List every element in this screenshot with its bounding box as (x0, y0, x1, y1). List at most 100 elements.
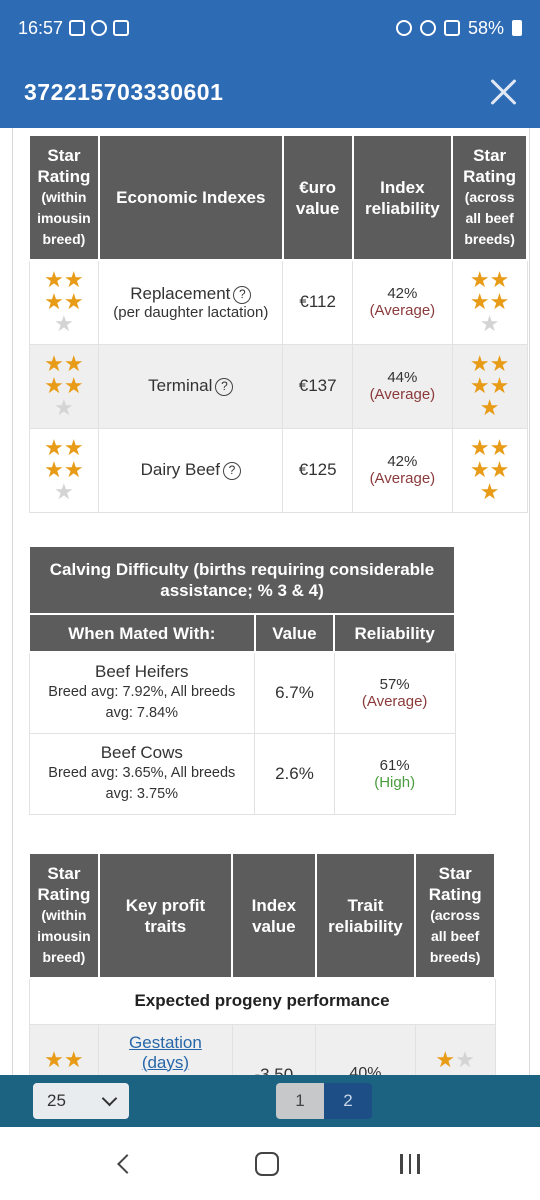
star-icon: ★ (479, 394, 500, 420)
pagination-bar: 25 1 2 (0, 1075, 540, 1127)
index-name-cell: Dairy Beef? (98, 427, 284, 513)
star-icon: ★ (469, 456, 490, 482)
star-icon: ★ (44, 456, 64, 482)
calving-value: 6.7% (254, 651, 335, 734)
help-icon[interactable]: ? (233, 285, 252, 304)
index-subtitle: (per daughter lactation) (113, 303, 269, 321)
star-icon: ★ (44, 288, 64, 314)
table-row: ★★ ★★ ★ Dairy Beef? €125 42% (Average) ★★ ★… (28, 427, 528, 513)
star-rating-across: ★★ ★★ ★ (451, 259, 528, 345)
calving-difficulty-table: Calving Difficulty (births requiring con… (28, 545, 456, 815)
signal-icon (443, 20, 460, 36)
star-rating-within: ★★ (28, 1023, 100, 1078)
star-rating-within: ★★ ★★ ★ (28, 259, 100, 345)
table-row: ★★ Gestation (days) -3.50 40% ★★ (28, 1023, 496, 1078)
star-across-header: Star Rating (across all beef breeds) (451, 134, 528, 261)
calving-value: 2.6% (254, 732, 335, 815)
star-icon: ★ (54, 310, 74, 336)
reliability-cell: 44% (Average) (352, 343, 453, 429)
back-icon[interactable] (117, 1153, 138, 1174)
help-icon[interactable]: ? (215, 377, 234, 396)
trait-link-gestation[interactable]: Gestation (129, 1032, 202, 1052)
trait-link-gestation-unit[interactable]: (days) (141, 1052, 190, 1072)
page-title: 372215703330601 (24, 78, 224, 105)
star-icon: ★ (479, 478, 500, 504)
call-icon (419, 20, 436, 36)
star-icon: ★ (469, 266, 490, 292)
clock: 16:57 (18, 17, 64, 38)
star-icon: ★ (63, 350, 84, 376)
star-icon: ★ (44, 1046, 64, 1072)
reliability-cell: 42% (Average) (352, 427, 453, 513)
star-across-header: Star Rating (across all beef breeds) (414, 852, 496, 979)
app-header: 372215703330601 (0, 56, 540, 128)
trait-reliability-header: Trait reliability (314, 852, 417, 979)
star-rating-across: ★★ ★★ ★ (451, 343, 528, 429)
help-icon[interactable]: ? (222, 461, 241, 480)
index-name: Dairy Beef (140, 460, 220, 479)
page-button-2[interactable]: 2 (324, 1083, 372, 1119)
home-icon[interactable] (255, 1151, 280, 1176)
index-name: Replacement (130, 283, 231, 303)
star-icon: ★ (435, 1046, 456, 1072)
index-name-cell: Terminal? (98, 343, 284, 429)
status-bar: 16:57 58% (0, 0, 540, 56)
star-icon: ★ (489, 266, 510, 292)
star-icon: ★ (469, 434, 490, 460)
table-row: Beef Cows Breed avg: 3.65%, All breeds a… (28, 732, 456, 815)
table-row: ★★ ★★ ★ Replacement? (per daughter lactati… (28, 259, 528, 345)
system-nav-bar (0, 1127, 540, 1200)
star-icon: ★ (489, 434, 510, 460)
scroll-content[interactable]: Star Rating (within imousin breed) Econo… (0, 128, 540, 1078)
details-panel: Star Rating (within imousin breed) Econo… (12, 128, 530, 1078)
table-row: ★★ ★★ ★ Terminal? €137 44% (Average) ★★ ★★ ★ (28, 343, 528, 429)
star-icon: ★ (44, 266, 64, 292)
star-rating-within: ★★ ★★ ★ (28, 427, 100, 513)
trait-name-cell: Gestation (days) (98, 1023, 233, 1078)
star-icon: ★ (63, 266, 84, 292)
star-icon: ★ (479, 310, 500, 336)
battery-percent: 58% (467, 17, 504, 38)
page-button-1[interactable]: 1 (276, 1083, 324, 1119)
star-icon: ★ (489, 456, 510, 482)
reliability-cell: 57% (Average) (333, 651, 456, 734)
index-name: Terminal (148, 376, 213, 395)
calving-caption: Calving Difficulty (births requiring con… (28, 545, 456, 615)
wifi-icon (395, 20, 412, 36)
star-icon: ★ (63, 372, 84, 398)
star-icon: ★ (469, 288, 490, 314)
reliability-cell: 42% (Average) (352, 259, 453, 345)
star-icon: ★ (44, 372, 64, 398)
star-within-header: Star Rating (within imousin breed) (28, 134, 100, 261)
close-icon[interactable] (488, 77, 518, 107)
euro-value: €112 (282, 259, 353, 345)
battery-icon (512, 20, 522, 36)
index-name-cell: Replacement? (per daughter lactation) (98, 259, 284, 345)
table-row: Beef Heifers Breed avg: 7.92%, All breed… (28, 651, 456, 734)
reliability-header: Reliability (333, 613, 456, 653)
star-icon: ★ (54, 394, 74, 420)
star-icon: ★ (489, 372, 510, 398)
index-value-header: Index value (231, 852, 317, 979)
mated-with-cell: Beef Cows Breed avg: 3.65%, All breeds a… (28, 732, 256, 815)
mated-with-cell: Beef Heifers Breed avg: 7.92%, All breed… (28, 651, 256, 734)
chevron-down-icon (101, 1090, 118, 1106)
index-reliability-header: Index reliability (351, 134, 454, 261)
economic-indexes-header: Economic Indexes (97, 134, 284, 261)
key-profit-traits-table: Star Rating (within imousin breed) Key p… (28, 852, 496, 1078)
star-icon: ★ (489, 288, 510, 314)
star-icon: ★ (44, 350, 64, 376)
star-icon: ★ (63, 1046, 84, 1072)
euro-value-header: €uro value (281, 134, 354, 261)
euro-value: €137 (282, 343, 353, 429)
facebook-icon (91, 20, 108, 36)
star-rating-within: ★★ ★★ ★ (28, 343, 100, 429)
star-within-header: Star Rating (within imousin breed) (28, 852, 100, 979)
star-icon: ★ (63, 456, 84, 482)
key-profit-traits-header: Key profit traits (97, 852, 234, 979)
star-icon: ★ (489, 350, 510, 376)
value-header: Value (253, 613, 336, 653)
recents-icon[interactable] (400, 1153, 420, 1174)
trait-reliability: 40% (315, 1023, 416, 1078)
page-size-select[interactable]: 25 (33, 1083, 129, 1119)
